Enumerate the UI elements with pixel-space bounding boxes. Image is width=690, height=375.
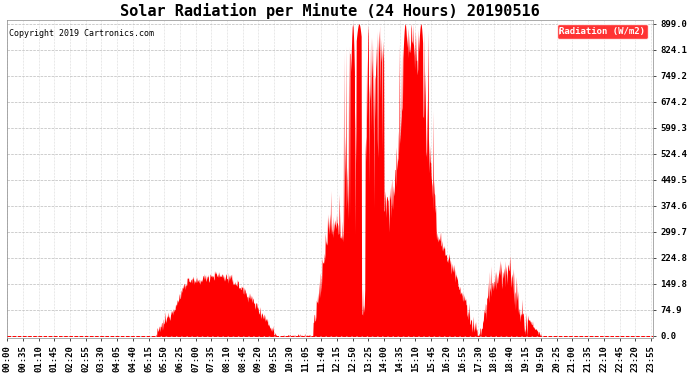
Legend: Radiation (W/m2): Radiation (W/m2) <box>557 24 648 39</box>
Text: Copyright 2019 Cartronics.com: Copyright 2019 Cartronics.com <box>8 30 154 39</box>
Title: Solar Radiation per Minute (24 Hours) 20190516: Solar Radiation per Minute (24 Hours) 20… <box>120 3 540 19</box>
